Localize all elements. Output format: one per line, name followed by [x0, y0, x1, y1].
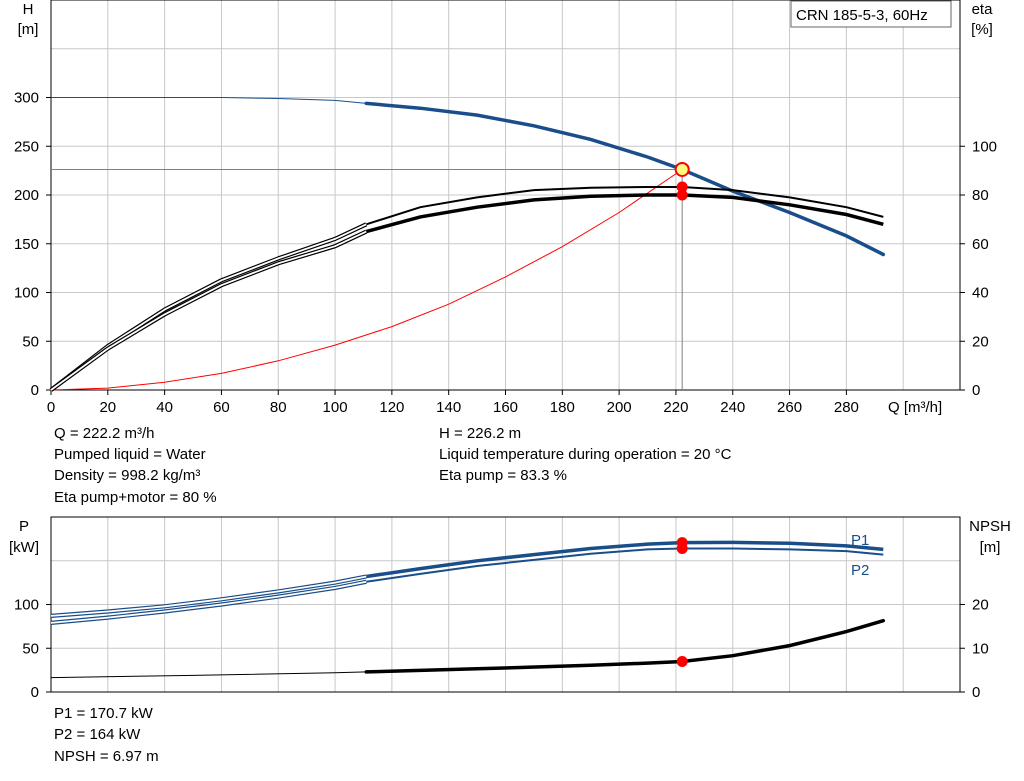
- p2-marker: [676, 543, 688, 554]
- y-tick-label: 50: [22, 333, 39, 350]
- x-tick-label: 20: [99, 399, 116, 416]
- p2-curve: [366, 547, 884, 583]
- x-tick-label: 260: [777, 399, 802, 416]
- p1-series-label: P1: [851, 532, 869, 549]
- x-tick-label: 120: [379, 399, 404, 416]
- npsh-tick-label: 20: [972, 597, 989, 614]
- y2-tick-label: 60: [972, 236, 989, 253]
- info-npsh: NPSH = 6.97 m: [54, 748, 159, 765]
- y2-axis-label-symbol: eta: [972, 1, 994, 18]
- p-tick-label: 100: [14, 597, 39, 614]
- y2-tick-label: 80: [972, 187, 989, 204]
- head-curve: [364, 101, 886, 257]
- eta-pump-motor-marker: [676, 189, 688, 201]
- y-tick-label: 250: [14, 138, 39, 155]
- x-tick-label: 100: [323, 399, 348, 416]
- x-tick-label: 240: [720, 399, 745, 416]
- info-liquid-temperature: Liquid temperature during operation = 20…: [439, 446, 732, 463]
- info-density: Density = 998.2 kg/m³: [54, 467, 201, 484]
- p-tick-label: 0: [31, 684, 39, 701]
- y2-tick-label: 40: [972, 285, 989, 302]
- eta-pump-marker: [676, 181, 688, 193]
- npsh-tick-label: 0: [972, 684, 980, 701]
- y-axis-label-symbol: H: [23, 1, 34, 18]
- x-tick-label: 80: [270, 399, 287, 416]
- y2-tick-label: 0: [972, 382, 980, 399]
- npsh-curve-extended: [50, 671, 367, 679]
- npsh-axis-label-symbol: NPSH: [969, 518, 1011, 535]
- y-tick-label: 150: [14, 236, 39, 253]
- y-tick-label: 200: [14, 187, 39, 204]
- y-tick-label: 300: [14, 90, 39, 107]
- y2-tick-label: 100: [972, 138, 997, 155]
- info-q: Q = 222.2 m³/h: [54, 425, 155, 442]
- y2-tick-label: 20: [972, 333, 989, 350]
- x-tick-label: 180: [550, 399, 575, 416]
- info-eta-pump-motor: Eta pump+motor = 80 %: [54, 489, 217, 506]
- npsh-tick-label: 10: [972, 640, 989, 657]
- p-tick-label: 50: [22, 640, 39, 657]
- duty-point-marker: [674, 161, 690, 177]
- eta-pump-motor-curve: [365, 193, 884, 234]
- y-tick-label: 0: [31, 382, 39, 399]
- p1-curve-extended-inner: [50, 575, 367, 617]
- y-tick-label: 100: [14, 285, 39, 302]
- y-axis-label-unit: [m]: [18, 21, 39, 38]
- info-p2: P2 = 164 kW: [54, 726, 141, 743]
- p2-curve-extended-inner: [50, 580, 367, 624]
- x-tick-label: 220: [663, 399, 688, 416]
- npsh-axis-label-unit: [m]: [980, 539, 1001, 556]
- eta-pump-curve: [365, 186, 884, 226]
- x-tick-label: 200: [607, 399, 632, 416]
- x-tick-label: 40: [156, 399, 173, 416]
- info-p1: P1 = 170.7 kW: [54, 705, 153, 722]
- npsh-marker: [676, 656, 688, 668]
- head-curve-extended: [51, 97, 367, 104]
- x-tick-label: 60: [213, 399, 230, 416]
- title-box: [790, 0, 952, 28]
- npsh-curve: [364, 618, 886, 674]
- x-tick-label: 0: [47, 399, 55, 416]
- x-tick-label: 160: [493, 399, 518, 416]
- info-pumped-liquid: Pumped liquid = Water: [54, 446, 206, 463]
- p2-series-label: P2: [851, 562, 869, 579]
- x-tick-label: 140: [436, 399, 461, 416]
- info-eta-pump: Eta pump = 83.3 %: [439, 467, 567, 484]
- p-axis-label-unit: [kW]: [9, 539, 39, 556]
- x-tick-label: 280: [834, 399, 859, 416]
- eta-pump-motor-curve-extended-inner: [50, 230, 367, 391]
- p1-curve: [366, 540, 884, 579]
- eta-pump-motor-curve-extended-outline: [49, 229, 368, 392]
- info-head: H = 226.2 m: [439, 425, 522, 442]
- x-axis-label: Q [m³/h]: [888, 399, 942, 416]
- p-axis-label-symbol: P: [19, 518, 29, 535]
- eta-pump-curve-extended-inner: [50, 223, 367, 391]
- y2-axis-label-unit: [%]: [971, 21, 993, 38]
- p1-curve-extended-outline: [50, 574, 367, 618]
- chart-title: CRN 185-5-3, 60Hz: [796, 7, 928, 24]
- system-curve: [50, 169, 683, 391]
